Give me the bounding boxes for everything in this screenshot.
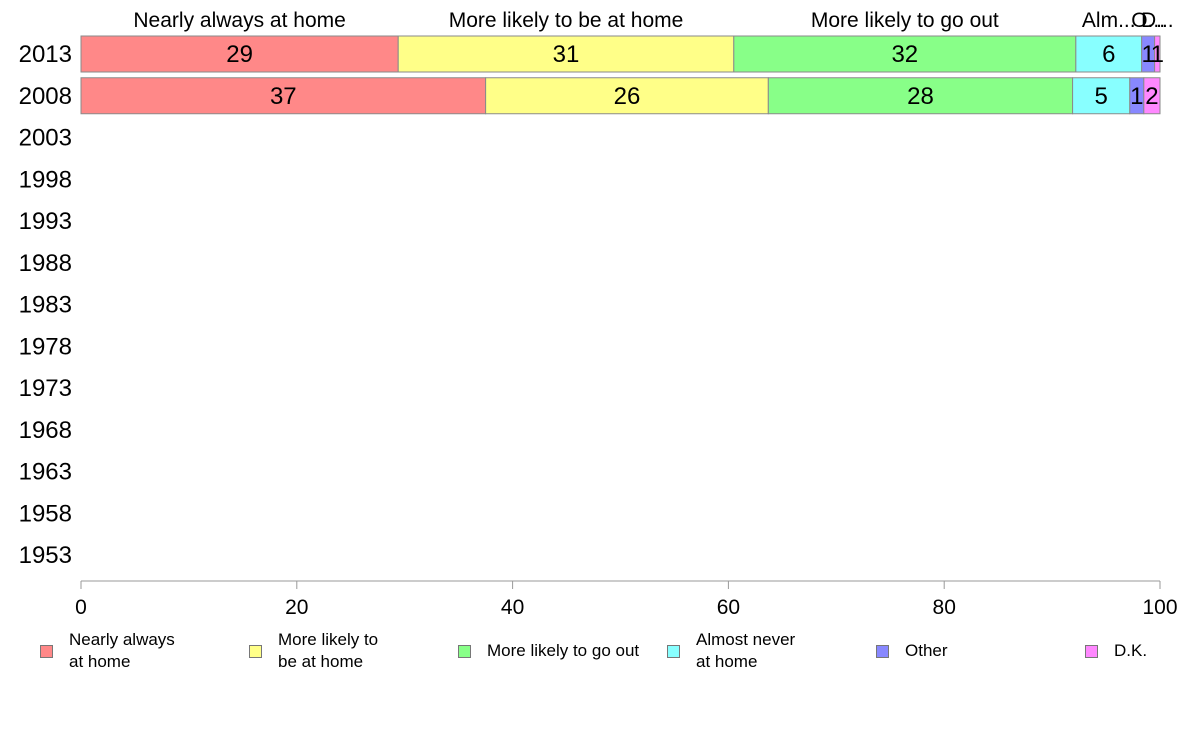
bar-2013-series-0 xyxy=(80,35,399,73)
year-label-1998: 1998 xyxy=(19,166,72,193)
year-label-1968: 1968 xyxy=(19,417,72,444)
bar-label-2013-series-1: 31 xyxy=(553,41,580,68)
year-label-2008: 2008 xyxy=(19,83,72,110)
bar-label-2013-series-3: 6 xyxy=(1102,41,1115,68)
year-label-2003: 2003 xyxy=(19,125,72,152)
x-tick-label-0: 0 xyxy=(75,596,87,619)
x-tick-label-20: 20 xyxy=(285,596,308,619)
legend-item-3: Almost never at home xyxy=(667,628,795,674)
legend-item-2: More likely to go out xyxy=(458,628,639,674)
column-header-5: D... xyxy=(1141,9,1174,32)
bar-label-2013-series-5: 1 xyxy=(1151,41,1164,68)
bar-2008-series-5 xyxy=(1143,77,1161,115)
column-header-3: Alm... xyxy=(1082,9,1136,32)
year-label-1988: 1988 xyxy=(19,250,72,277)
chart-legend: Nearly always at home More likely to be a… xyxy=(0,628,1188,688)
bar-label-2008-series-3: 5 xyxy=(1095,83,1108,110)
bar-2008-series-2 xyxy=(767,77,1074,115)
x-tick-label-60: 60 xyxy=(717,596,740,619)
year-label-1953: 1953 xyxy=(19,542,72,569)
bar-label-2013-series-2: 32 xyxy=(891,41,918,68)
x-tick-label-80: 80 xyxy=(933,596,956,619)
bar-2013-series-1 xyxy=(397,35,735,73)
bar-label-2013-series-4: 1 xyxy=(1141,41,1154,68)
bar-label-2008-series-1: 26 xyxy=(614,83,641,110)
column-header-2: More likely to go out xyxy=(811,9,999,32)
legend-item-5: D.K. xyxy=(1085,628,1147,674)
legend-item-1: More likely to be at home xyxy=(249,628,378,674)
legend-label-0: Nearly always at home xyxy=(69,630,175,671)
legend-swatch-3 xyxy=(667,644,680,658)
legend-swatch-0 xyxy=(40,644,53,658)
legend-item-0: Nearly always at home xyxy=(40,628,175,674)
bar-2008-series-1 xyxy=(485,77,769,115)
bar-label-2013-series-0: 29 xyxy=(226,41,253,68)
year-label-1963: 1963 xyxy=(19,459,72,486)
legend-label-3: Almost never at home xyxy=(696,630,796,671)
year-label-1973: 1973 xyxy=(19,375,72,402)
legend-swatch-2 xyxy=(458,644,471,658)
legend-swatch-5 xyxy=(1085,644,1098,658)
bar-2008-series-0 xyxy=(80,77,487,115)
bar-2013-series-5 xyxy=(1154,35,1161,73)
legend-item-4: Other xyxy=(876,628,948,674)
legend-label-2: More likely to go out xyxy=(487,641,640,660)
bar-label-2008-series-2: 28 xyxy=(907,83,934,110)
bar-2013-series-2 xyxy=(733,35,1077,73)
year-label-1958: 1958 xyxy=(19,500,72,527)
column-header-1: More likely to be at home xyxy=(449,9,684,32)
year-label-1978: 1978 xyxy=(19,333,72,360)
stacked-bar-chart: 2013 2008 2003 1998 1993 1988 1983 1978 1973 1968… xyxy=(19,9,1178,619)
bar-label-2008-series-4: 1 xyxy=(1130,83,1143,110)
year-label-1993: 1993 xyxy=(19,208,72,235)
legend-swatch-1 xyxy=(249,644,262,658)
column-header-0: Nearly always at home xyxy=(133,9,345,32)
bar-label-2008-series-0: 37 xyxy=(270,83,297,110)
x-tick-label-100: 100 xyxy=(1142,596,1177,619)
legend-label-5: D.K. xyxy=(1114,641,1148,660)
year-label-2013: 2013 xyxy=(19,41,72,68)
year-label-1983: 1983 xyxy=(19,292,72,319)
bar-label-2008-series-5: 2 xyxy=(1145,83,1158,110)
column-header-4: O... xyxy=(1131,9,1165,32)
legend-label-1: More likely to be at home xyxy=(278,630,379,671)
legend-swatch-4 xyxy=(876,644,889,658)
bar-2008-series-3 xyxy=(1072,77,1131,115)
legend-label-4: Other xyxy=(905,641,948,660)
x-tick-label-40: 40 xyxy=(501,596,524,619)
